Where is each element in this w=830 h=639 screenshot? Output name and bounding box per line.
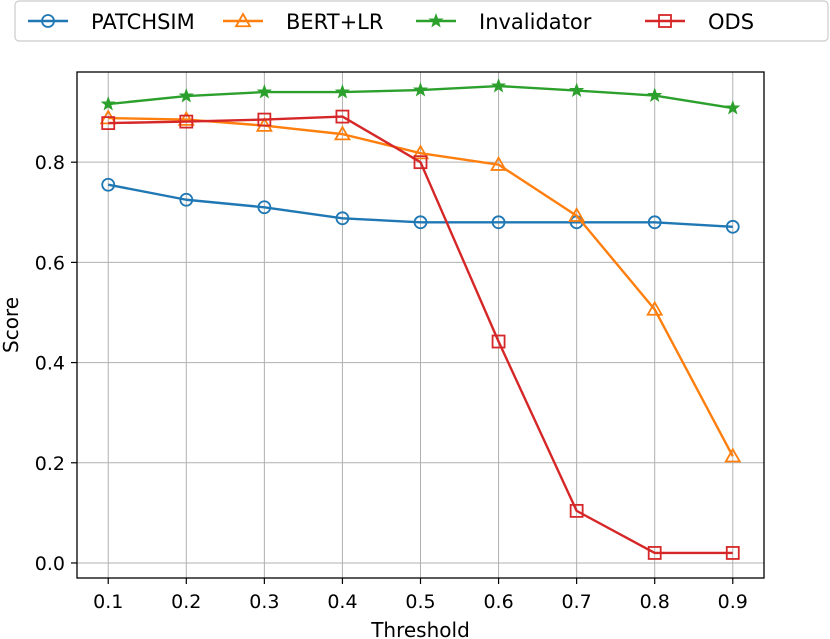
- data-point-ods: [491, 334, 506, 349]
- x-tick-label: 0.6: [483, 591, 513, 613]
- legend-label-ods: ODS: [708, 10, 754, 34]
- data-point-ods: [101, 116, 116, 131]
- x-tick-label: 0.5: [405, 591, 435, 613]
- y-axis-label: Score: [0, 297, 23, 353]
- data-point-invalidator: [256, 84, 272, 99]
- y-tick-label: 0.2: [35, 453, 65, 475]
- y-tick-label: 0.0: [35, 553, 65, 575]
- data-point-bert-lr: [411, 144, 430, 160]
- data-point-patchsim: [413, 215, 428, 230]
- legend-marker-ods: [658, 14, 672, 28]
- legend-label-bert-lr: BERT+LR: [286, 10, 383, 34]
- data-point-patchsim: [257, 200, 272, 215]
- legend-marker-patchsim: [41, 14, 55, 28]
- x-tick-label: 0.3: [249, 591, 279, 613]
- data-point-patchsim: [335, 211, 350, 226]
- axes: 0.1 0.2 0.3 0.4 0.5 0.6 0.7 0.8 0.9 0.0 0.2 0.4 0.6 0…: [35, 152, 748, 613]
- data-point-patchsim: [101, 177, 116, 192]
- data-point-patchsim: [647, 215, 662, 230]
- y-tick-label: 0.6: [35, 252, 65, 274]
- data-point-ods: [335, 109, 350, 124]
- legend-marker-invalidator: [428, 13, 444, 28]
- x-tick-label: 0.2: [171, 591, 201, 613]
- legend-label-patchsim: PATCHSIM: [91, 10, 195, 34]
- x-tick-label: 0.1: [93, 591, 123, 613]
- data-point-ods: [179, 114, 194, 129]
- data-point-patchsim: [179, 192, 194, 207]
- legend-item-bert-lr: BERT+LR: [223, 10, 383, 34]
- data-point-bert-lr: [490, 155, 508, 171]
- data-point-bert-lr: [333, 125, 351, 141]
- series-line-ods: [108, 115, 733, 555]
- series-layer: [99, 78, 742, 560]
- legend-item-ods: ODS: [645, 10, 754, 34]
- data-point-ods: [647, 546, 662, 560]
- legend-marker-bert-lr: [234, 12, 252, 28]
- y-tick-label: 0.4: [35, 353, 65, 375]
- data-point-bert-lr: [724, 447, 742, 463]
- data-point-invalidator: [725, 100, 741, 115]
- x-tick-label: 0.8: [640, 591, 670, 613]
- legend-item-invalidator: Invalidator: [416, 10, 592, 34]
- legend-item-patchsim: PATCHSIM: [28, 10, 195, 34]
- x-tick-label: 0.9: [718, 591, 748, 613]
- legend-label-invalidator: Invalidator: [479, 10, 592, 34]
- data-point-ods: [257, 112, 272, 127]
- series-patchsim: [101, 177, 740, 234]
- data-point-invalidator: [569, 82, 585, 97]
- series-line-patchsim: [108, 183, 733, 229]
- data-point-invalidator: [647, 87, 663, 102]
- series-invalidator: [100, 78, 741, 115]
- data-point-invalidator: [412, 82, 429, 97]
- data-point-invalidator: [100, 96, 116, 111]
- data-point-ods: [725, 546, 740, 560]
- data-point-ods: [413, 155, 428, 170]
- data-point-ods: [569, 503, 584, 518]
- data-point-bert-lr: [177, 110, 195, 126]
- data-point-invalidator: [334, 84, 350, 99]
- grid-lines: [77, 72, 764, 578]
- x-tick-label: 0.4: [327, 591, 357, 613]
- x-tick-label: 0.7: [562, 591, 592, 613]
- data-point-bert-lr: [568, 206, 586, 222]
- data-point-patchsim: [725, 219, 740, 234]
- data-point-bert-lr: [646, 300, 664, 316]
- x-axis-label: Threshold: [370, 618, 470, 639]
- data-point-patchsim: [491, 215, 506, 230]
- series-ods: [101, 109, 740, 560]
- legend: PATCHSIM BERT+LR Invalidator ODS: [14, 0, 829, 42]
- data-point-invalidator: [491, 78, 507, 93]
- y-tick-label: 0.8: [35, 152, 65, 174]
- data-point-invalidator: [178, 88, 194, 103]
